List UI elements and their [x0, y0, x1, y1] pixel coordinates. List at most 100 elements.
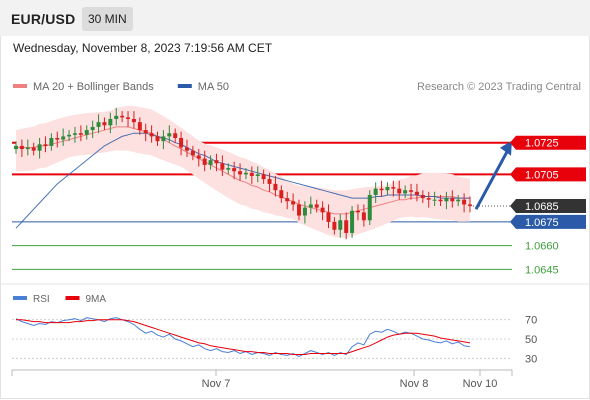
rsi-ma-line: [16, 319, 471, 355]
candle: [344, 220, 349, 233]
rsi-tick-70: 70: [525, 315, 537, 327]
candle: [214, 160, 219, 164]
resistance-label-1.0725-bg: [510, 135, 586, 150]
candle: [438, 199, 443, 202]
candle: [43, 144, 48, 146]
resistance-label-1.0725: 1.0725: [525, 138, 559, 150]
candle: [226, 168, 231, 170]
support-label-1.0660: 1.0660: [525, 241, 559, 253]
rsi-legend-swatch: [13, 296, 27, 300]
candle: [196, 155, 201, 159]
candle: [403, 190, 408, 194]
candle: [131, 118, 136, 123]
candle: [161, 136, 166, 142]
rsi-legend-label: 9MA: [86, 294, 107, 305]
legend-swatch: [177, 84, 192, 88]
rsi-line: [15, 317, 471, 357]
candle: [126, 117, 131, 119]
rsi-legend-swatch: [65, 296, 80, 300]
candle: [202, 158, 207, 165]
legend-label: MA 50: [198, 81, 229, 93]
support-label-1.0675-bg: [510, 214, 586, 229]
timeframe-badge[interactable]: 30 MIN: [82, 7, 133, 31]
candle: [19, 145, 24, 150]
legend-label: MA 20 + Bollinger Bands: [33, 81, 154, 93]
candle: [314, 204, 319, 208]
header-bar: EUR/USD 30 MIN: [0, 0, 590, 36]
candle: [367, 194, 372, 221]
candle: [90, 126, 95, 131]
candle: [273, 183, 278, 191]
candle: [397, 188, 402, 194]
currency-pair-title: EUR/USD: [11, 11, 76, 27]
candle: [67, 134, 72, 137]
candle: [320, 207, 325, 213]
current-price-label: 1.0685: [525, 201, 559, 213]
candle: [285, 198, 290, 202]
candle: [255, 174, 260, 176]
candle: [143, 130, 148, 134]
candle: [84, 130, 89, 135]
candle: [326, 212, 331, 222]
candle: [31, 147, 36, 151]
current-price-label-bg: [510, 199, 586, 214]
candle: [468, 204, 472, 207]
candle: [232, 168, 237, 172]
candle: [208, 160, 213, 165]
candle: [267, 179, 272, 184]
candle: [361, 212, 366, 221]
resistance-label-1.0705: 1.0705: [525, 169, 559, 181]
candle: [167, 133, 172, 137]
candle: [49, 137, 54, 146]
support-label-1.0645: 1.0645: [525, 264, 559, 276]
candle: [432, 199, 437, 201]
legend-swatch: [13, 84, 27, 88]
candle: [355, 210, 360, 213]
candle: [184, 147, 189, 151]
candle: [149, 133, 154, 137]
candle: [37, 144, 42, 151]
candle: [338, 220, 343, 230]
resistance-label-1.0705-bg: [510, 167, 586, 182]
candle: [137, 122, 142, 131]
candle: [179, 137, 184, 148]
candle: [291, 201, 296, 205]
ma50-line: [15, 132, 470, 229]
candle: [102, 122, 107, 126]
candle: [444, 198, 449, 202]
candle: [155, 136, 160, 142]
candle: [261, 174, 266, 180]
candle: [373, 188, 378, 195]
candle: [302, 207, 307, 216]
candle: [279, 190, 284, 199]
candle: [462, 199, 467, 205]
candle: [14, 145, 18, 150]
bollinger-band: [16, 105, 470, 238]
candle: [391, 187, 396, 189]
candle: [350, 210, 355, 233]
candle: [72, 133, 77, 135]
candle: [96, 122, 101, 127]
ma20-line: [16, 126, 470, 215]
support-label-1.0675: 1.0675: [525, 217, 559, 229]
candle: [332, 221, 337, 230]
candle: [308, 204, 313, 208]
projection-arrow-shaft: [474, 151, 509, 210]
rsi-tick-30: 30: [525, 353, 537, 365]
candle: [385, 187, 390, 191]
source-note: Research © 2023 Trading Central: [417, 81, 581, 93]
candle: [249, 172, 254, 176]
candle: [220, 163, 225, 170]
candle: [379, 188, 384, 191]
candle: [243, 172, 248, 175]
candle: [420, 194, 425, 199]
candle: [297, 204, 302, 216]
candle: [426, 198, 431, 200]
candle: [78, 133, 83, 135]
candle: [55, 137, 60, 140]
candle: [114, 115, 119, 119]
candle: [173, 133, 178, 138]
candle: [450, 198, 455, 202]
candle: [238, 171, 243, 175]
